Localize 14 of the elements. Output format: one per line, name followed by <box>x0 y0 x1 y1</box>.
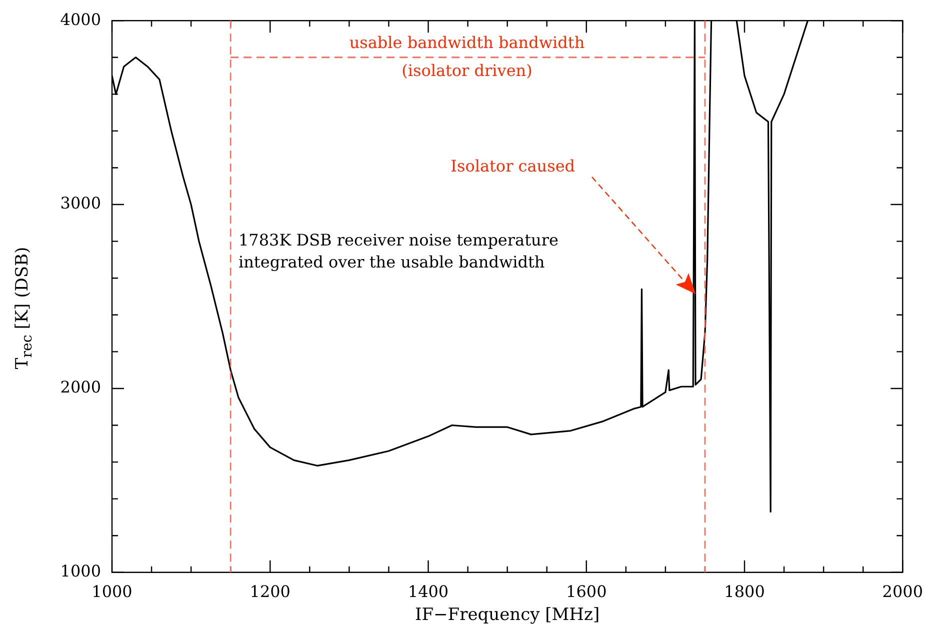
y-tick-label: 2000 <box>60 378 101 397</box>
y-tick-label: 1000 <box>60 562 101 581</box>
annotation: usable bandwidth bandwidth (isolator driven) <box>349 32 585 80</box>
x-axis-title: IF−Frequency [MHz] <box>415 605 600 626</box>
x-tick-label: 1200 <box>250 582 290 602</box>
y-tick-label: 4000 <box>60 10 101 29</box>
annotation: 1783K DSB receiver noise temperature integrated over the usable bandwidth <box>238 230 558 272</box>
x-tick-label: 1400 <box>408 582 449 602</box>
x-tick-label: 1000 <box>92 582 132 602</box>
annotation: Isolator caused <box>450 156 576 176</box>
x-tick-label: 2000 <box>882 582 923 602</box>
x-tick-label: 1800 <box>724 582 765 602</box>
y-tick-label: 3000 <box>60 194 101 213</box>
x-tick-label: 1600 <box>566 582 607 602</box>
